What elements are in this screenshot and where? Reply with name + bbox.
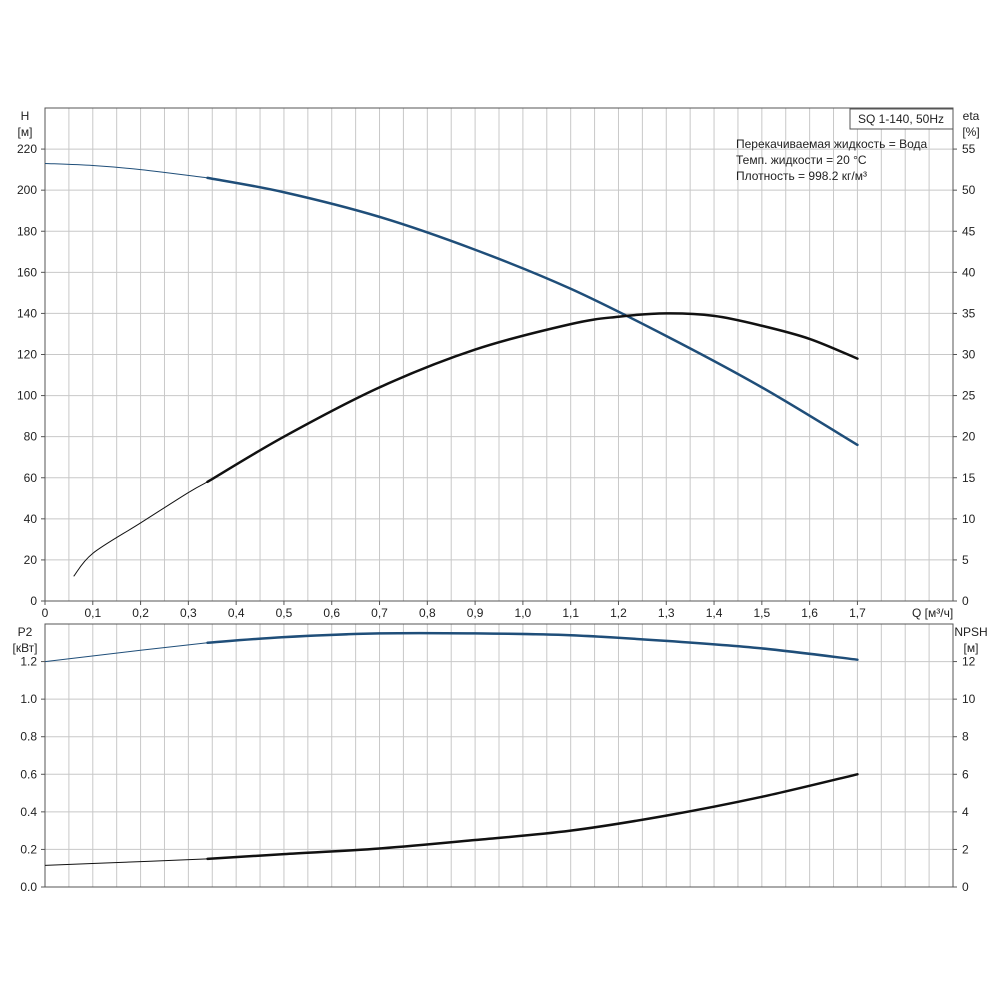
plot-frame — [44, 623, 954, 888]
y-right-tick-label: 55 — [962, 142, 976, 156]
y-left-tick-label: 120 — [17, 348, 37, 362]
y-left-tick-label: 160 — [17, 265, 37, 279]
x-tick-label: 1,6 — [801, 606, 818, 620]
y-left-tick-label: 0.8 — [20, 730, 37, 744]
y-right-tick-label: 2 — [962, 842, 969, 856]
x-tick-label: 0,8 — [419, 606, 436, 620]
y-left-tick-label: 1.0 — [20, 692, 37, 706]
y-left-tick-label: 1.2 — [20, 655, 37, 669]
y-right-tick-label: 40 — [962, 265, 976, 279]
x-tick-label: 0,9 — [467, 606, 484, 620]
x-axis-label: Q [м³/ч] — [912, 606, 953, 620]
x-tick-label: 0,5 — [276, 606, 293, 620]
x-tick-label: 1,1 — [562, 606, 579, 620]
y-right-axis-unit: [%] — [962, 125, 979, 139]
y-right-tick-label: 0 — [962, 594, 969, 608]
y-left-tick-label: 80 — [24, 430, 38, 444]
y-right-axis-label: eta — [963, 109, 980, 123]
x-tick-label: 0,6 — [323, 606, 340, 620]
y-left-tick-label: 0.0 — [20, 880, 37, 894]
x-tick-label: 0,2 — [132, 606, 149, 620]
y-right-tick-label: 6 — [962, 767, 969, 781]
y-right-axis-unit: [м] — [964, 641, 979, 655]
series-line-thin-segment — [44, 858, 208, 866]
x-tick-label: 0,7 — [371, 606, 388, 620]
x-tick-label: 1,2 — [610, 606, 627, 620]
y-right-tick-label: 20 — [962, 430, 976, 444]
y-right-tick-label: 0 — [962, 880, 969, 894]
x-tick-label: 1,5 — [753, 606, 770, 620]
x-tick-label: 1,0 — [515, 606, 532, 620]
y-left-tick-label: 200 — [17, 183, 37, 197]
y-right-tick-label: 25 — [962, 389, 976, 403]
y-right-tick-label: 15 — [962, 471, 976, 485]
y-left-tick-label: 0.2 — [20, 842, 37, 856]
y-right-tick-label: 8 — [962, 730, 969, 744]
y-right-tick-label: 12 — [962, 655, 976, 669]
y-left-tick-label: 0 — [30, 594, 37, 608]
y-left-tick-label: 60 — [24, 471, 38, 485]
y-right-tick-label: 50 — [962, 183, 976, 197]
series-line — [206, 176, 859, 447]
y-left-axis-label: P2 — [18, 625, 33, 639]
chart-annotation: Перекачиваемая жидкость = Вода — [736, 137, 928, 151]
y-left-axis-label: H — [21, 109, 30, 123]
x-tick-label: 1,7 — [849, 606, 866, 620]
x-tick-label: 1,4 — [706, 606, 723, 620]
x-tick-label: 0,3 — [180, 606, 197, 620]
x-tick-label: 0,1 — [84, 606, 101, 620]
y-right-tick-label: 10 — [962, 692, 976, 706]
y-left-tick-label: 0.4 — [20, 805, 37, 819]
y-right-tick-label: 45 — [962, 224, 976, 238]
series-line — [206, 773, 859, 861]
y-right-tick-label: 5 — [962, 553, 969, 567]
title-box — [849, 108, 954, 130]
y-left-tick-label: 100 — [17, 389, 37, 403]
y-right-tick-label: 4 — [962, 805, 969, 819]
series-line-thin-segment — [73, 481, 208, 577]
y-right-tick-label: 10 — [962, 512, 976, 526]
y-left-tick-label: 20 — [24, 553, 38, 567]
y-left-axis-unit: [кВт] — [12, 641, 37, 655]
y-left-tick-label: 140 — [17, 306, 37, 320]
y-left-tick-label: 220 — [17, 142, 37, 156]
series-line-thin-segment — [44, 642, 208, 663]
chart-annotation: Плотность = 998.2 кг/м³ — [736, 169, 867, 183]
y-left-tick-label: 40 — [24, 512, 38, 526]
x-tick-label: 0 — [42, 606, 49, 620]
series-line-thin-segment — [44, 162, 208, 179]
chart-title: SQ 1-140, 50Hz — [858, 112, 944, 126]
y-right-tick-label: 35 — [962, 306, 976, 320]
x-tick-label: 1,3 — [658, 606, 675, 620]
y-right-axis-label: NPSH — [954, 625, 987, 639]
y-right-tick-label: 30 — [962, 348, 976, 362]
y-left-tick-label: 0.6 — [20, 767, 37, 781]
chart-annotation: Темп. жидкости = 20 °C — [736, 153, 867, 167]
x-tick-label: 0,4 — [228, 606, 245, 620]
series-line — [206, 631, 859, 661]
series-line — [206, 312, 859, 484]
y-left-axis-unit: [м] — [18, 125, 33, 139]
y-left-tick-label: 180 — [17, 224, 37, 238]
